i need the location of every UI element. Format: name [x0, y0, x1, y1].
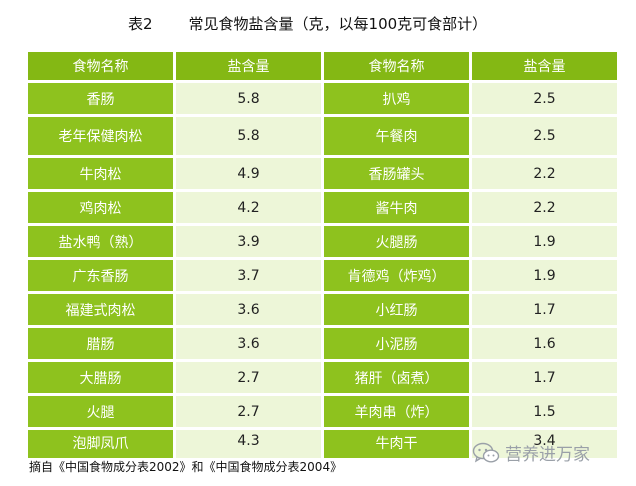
salt-value-cell: 4.9: [176, 158, 321, 189]
food-name-cell: 大腊肠: [28, 362, 173, 393]
table-row: 福建式肉松 3.6 小红肠 1.7: [28, 294, 617, 325]
food-name-cell: 小红肠: [324, 294, 469, 325]
salt-value-cell: 1.9: [472, 226, 617, 257]
salt-content-table: 食物名称 盐含量 食物名称 盐含量 香肠 5.8 扒鸡 2.5 老年保健肉松 5…: [25, 49, 620, 461]
food-name-cell: 火腿肠: [324, 226, 469, 257]
salt-value-cell: 1.6: [472, 328, 617, 359]
table-row: 广东香肠 3.7 肯德鸡（炸鸡） 1.9: [28, 260, 617, 291]
food-name-cell: 香肠: [28, 83, 173, 114]
salt-value-cell: 5.8: [176, 117, 321, 155]
food-name-cell: 盐水鸭（熟）: [28, 226, 173, 257]
table-row: 牛肉松 4.9 香肠罐头 2.2: [28, 158, 617, 189]
food-name-cell: 泡脚凤爪: [28, 430, 173, 458]
table-row: 老年保健肉松 5.8 午餐肉 2.5: [28, 117, 617, 155]
salt-value-cell: 4.3: [176, 430, 321, 458]
header-salt-right: 盐含量: [472, 52, 617, 80]
food-name-cell: 扒鸡: [324, 83, 469, 114]
salt-value-cell: 5.8: [176, 83, 321, 114]
salt-value-cell: 1.9: [472, 260, 617, 291]
salt-value-cell: 2.5: [472, 117, 617, 155]
salt-value-cell: 3.9: [176, 226, 321, 257]
salt-value-cell: 4.2: [176, 192, 321, 223]
salt-value-cell: 2.7: [176, 362, 321, 393]
food-name-cell: 火腿: [28, 396, 173, 427]
food-name-cell: 猪肝（卤煮）: [324, 362, 469, 393]
table-title: 表2 常见食物盐含量（克，以每100克可食部计）: [128, 10, 487, 38]
food-name-cell: 肯德鸡（炸鸡）: [324, 260, 469, 291]
table-row: 腊肠 3.6 小泥肠 1.6: [28, 328, 617, 359]
table-row: 大腊肠 2.7 猪肝（卤煮） 1.7: [28, 362, 617, 393]
food-name-cell: 腊肠: [28, 328, 173, 359]
food-name-cell: 牛肉干: [324, 430, 469, 458]
table-row: 火腿 2.7 羊肉串（炸） 1.5: [28, 396, 617, 427]
header-food-name-right: 食物名称: [324, 52, 469, 80]
food-name-cell: 福建式肉松: [28, 294, 173, 325]
salt-value-cell: 1.7: [472, 294, 617, 325]
food-name-cell: 牛肉松: [28, 158, 173, 189]
table-number: 表2: [128, 15, 153, 33]
salt-value-cell: 2.7: [176, 396, 321, 427]
salt-value-cell: 1.5: [472, 396, 617, 427]
header-salt-left: 盐含量: [176, 52, 321, 80]
table-caption: 常见食物盐含量（克，以每100克可食部计）: [188, 15, 488, 33]
food-name-cell: 酱牛肉: [324, 192, 469, 223]
table-row: 鸡肉松 4.2 酱牛肉 2.2: [28, 192, 617, 223]
table-header-row: 食物名称 盐含量 食物名称 盐含量: [28, 52, 617, 80]
food-name-cell: 羊肉串（炸）: [324, 396, 469, 427]
salt-value-cell: 1.7: [472, 362, 617, 393]
salt-value-cell: 3.7: [176, 260, 321, 291]
source-note: 摘自《中国食物成分表2002》和《中国食物成分表2004》: [29, 460, 343, 474]
table-row: 盐水鸭（熟） 3.9 火腿肠 1.9: [28, 226, 617, 257]
salt-value-cell: 3.6: [176, 328, 321, 359]
table-row: 香肠 5.8 扒鸡 2.5: [28, 83, 617, 114]
food-name-cell: 老年保健肉松: [28, 117, 173, 155]
salt-value-cell: 2.2: [472, 158, 617, 189]
food-name-cell: 午餐肉: [324, 117, 469, 155]
header-food-name-left: 食物名称: [28, 52, 173, 80]
watermark: 营养进万家: [472, 440, 590, 465]
salt-value-cell: 2.5: [472, 83, 617, 114]
food-name-cell: 鸡肉松: [28, 192, 173, 223]
watermark-text: 营养进万家: [505, 445, 590, 465]
food-name-cell: 小泥肠: [324, 328, 469, 359]
food-name-cell: 广东香肠: [28, 260, 173, 291]
wechat-icon: [472, 442, 500, 463]
food-name-cell: 香肠罐头: [324, 158, 469, 189]
salt-value-cell: 3.6: [176, 294, 321, 325]
table-row: 泡脚凤爪 4.3 牛肉干 3.4: [28, 430, 617, 458]
salt-value-cell: 2.2: [472, 192, 617, 223]
